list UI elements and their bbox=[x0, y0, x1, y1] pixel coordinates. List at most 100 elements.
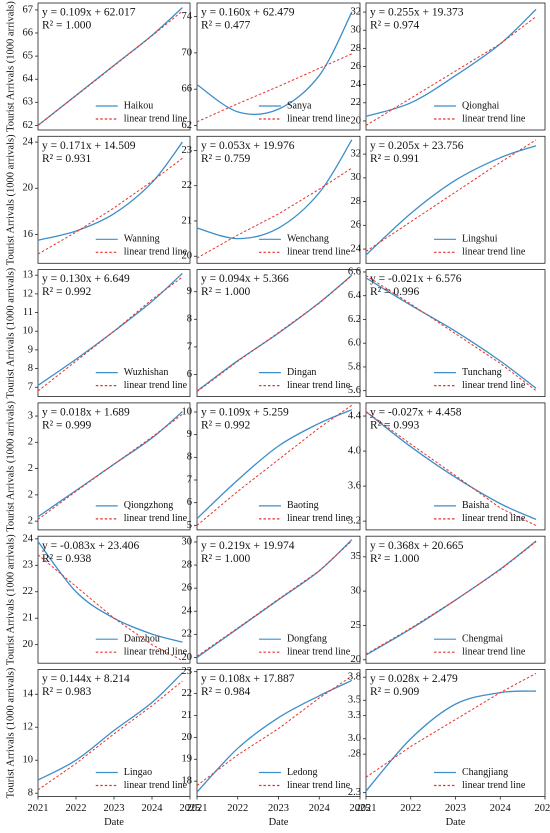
x-tick-label: 2025 bbox=[535, 803, 550, 814]
trend-line bbox=[37, 10, 183, 126]
equation: y = 0.028x + 2.479 bbox=[370, 673, 458, 685]
legend-label: Lingao bbox=[124, 767, 152, 778]
y-tick-label: 21 bbox=[182, 215, 193, 226]
x-tick-label: 2021 bbox=[28, 803, 49, 814]
legend-label: linear trend line bbox=[462, 247, 526, 258]
equation: y = 0.255x + 19.373 bbox=[370, 7, 464, 19]
r-squared: R² = 0.999 bbox=[42, 420, 91, 432]
legend-label: Danzhou bbox=[124, 633, 160, 644]
y-axis-label: Tourist Arrivals (1000 arrivals) bbox=[5, 1, 16, 132]
y-tick-label: 3.8 bbox=[348, 672, 361, 683]
legend-label: Qiongzhong bbox=[124, 500, 173, 511]
y-tick-label: 3.0 bbox=[348, 733, 361, 744]
y-tick-label: 20 bbox=[23, 183, 34, 194]
x-tick-label: 2022 bbox=[66, 803, 87, 814]
y-tick-label: 20 bbox=[182, 251, 193, 262]
r-squared: R² = 0.974 bbox=[370, 20, 419, 32]
legend-label: Wenchang bbox=[287, 234, 329, 245]
x-tick-label: 2023 bbox=[104, 803, 125, 814]
r-squared: R² = 1.000 bbox=[370, 553, 419, 565]
legend-label: Chengmai bbox=[462, 633, 503, 644]
equation: y = 0.053x + 19.976 bbox=[201, 140, 295, 152]
equation: y = 0.219x + 19.974 bbox=[201, 540, 295, 552]
y-tick-label: 26 bbox=[182, 583, 193, 594]
y-tick-label: 6.0 bbox=[348, 338, 361, 349]
y-tick-label: 65 bbox=[23, 51, 34, 62]
y-tick-label: 4.0 bbox=[348, 445, 361, 456]
trend-line bbox=[37, 680, 183, 791]
legend-label: linear trend line bbox=[462, 513, 526, 524]
y-axis-label: Tourist Arrivals (1000 arrivals) bbox=[5, 667, 16, 798]
y-tick-label: 21 bbox=[182, 710, 193, 721]
equation: y = 0.368x + 20.665 bbox=[370, 540, 464, 552]
y-tick-label: 12 bbox=[23, 722, 34, 733]
y-tick-label: 3.2 bbox=[348, 516, 361, 527]
data-line bbox=[196, 139, 353, 240]
legend-label: linear trend line bbox=[124, 780, 188, 791]
y-axis-label: Tourist Arrivals (1000 arrivals) bbox=[5, 534, 16, 665]
y-tick-label: 6.4 bbox=[348, 290, 362, 301]
y-tick-label: 35 bbox=[351, 551, 362, 562]
y-tick-label: 2 bbox=[28, 437, 33, 448]
x-axis-label: Date bbox=[446, 817, 466, 828]
trend-line bbox=[196, 53, 353, 123]
y-tick-label: 11 bbox=[23, 307, 33, 318]
trend-line bbox=[196, 275, 353, 393]
data-line bbox=[365, 411, 537, 520]
equation: y = 0.108x + 17.887 bbox=[201, 673, 295, 685]
plot-frame bbox=[196, 135, 361, 264]
x-tick-label: 2025 bbox=[350, 803, 371, 814]
r-squared: R² = 0.996 bbox=[370, 286, 419, 298]
y-tick-label: 22 bbox=[182, 688, 193, 699]
x-axis-label: Date bbox=[104, 817, 124, 828]
legend-label: linear trend line bbox=[462, 113, 526, 124]
y-tick-label: 25 bbox=[351, 620, 362, 631]
y-tick-label: 7 bbox=[187, 341, 192, 352]
trend-line bbox=[196, 167, 353, 259]
y-tick-label: 2 bbox=[28, 463, 33, 474]
y-tick-label: 3.5 bbox=[348, 695, 361, 706]
equation: y = 0.109x + 62.017 bbox=[42, 7, 136, 19]
y-tick-label: 62 bbox=[23, 120, 34, 131]
legend-label: Baisha bbox=[462, 500, 490, 511]
trend-line bbox=[196, 540, 353, 657]
y-tick-label: 10 bbox=[23, 326, 34, 337]
y-tick-label: 20 bbox=[182, 652, 193, 663]
trend-line bbox=[365, 16, 537, 126]
y-tick-label: 3 bbox=[28, 410, 33, 421]
y-tick-label: 20 bbox=[351, 115, 362, 126]
trend-line bbox=[365, 411, 537, 526]
plot-frame bbox=[365, 135, 546, 264]
r-squared: R² = 0.991 bbox=[370, 153, 419, 165]
plot-frame bbox=[37, 535, 191, 664]
x-tick-label: 2024 bbox=[309, 803, 331, 814]
equation: y = -0.027x + 4.458 bbox=[370, 407, 462, 419]
y-tick-label: 8 bbox=[28, 363, 33, 374]
equation: y = 0.018x + 1.689 bbox=[42, 407, 130, 419]
y-tick-label: 8 bbox=[187, 314, 192, 325]
x-axis-label: Date bbox=[269, 817, 289, 828]
y-tick-label: 10 bbox=[23, 755, 34, 766]
legend-label: Lingshui bbox=[462, 234, 498, 245]
plot-frame bbox=[196, 535, 361, 664]
legend-label: Haikou bbox=[124, 100, 153, 111]
y-tick-label: 9 bbox=[28, 344, 33, 355]
y-tick-label: 5.6 bbox=[348, 385, 361, 396]
y-tick-label: 28 bbox=[351, 43, 362, 54]
legend-label: linear trend line bbox=[124, 513, 188, 524]
y-tick-label: 32 bbox=[351, 149, 362, 160]
data-line bbox=[365, 277, 537, 389]
plot-frame bbox=[37, 402, 191, 531]
trend-line bbox=[37, 276, 183, 392]
legend-label: Wanning bbox=[124, 234, 160, 245]
y-tick-label: 26 bbox=[351, 61, 362, 72]
data-line bbox=[37, 672, 183, 781]
r-squared: R² = 0.477 bbox=[201, 20, 250, 32]
y-tick-label: 3.6 bbox=[348, 481, 361, 492]
y-tick-label: 64 bbox=[23, 74, 34, 85]
y-tick-label: 23 bbox=[182, 666, 193, 677]
plot-frame bbox=[365, 535, 546, 664]
y-tick-label: 24 bbox=[23, 533, 34, 544]
y-tick-label: 20 bbox=[351, 654, 362, 665]
legend-label: Sanya bbox=[287, 100, 312, 111]
